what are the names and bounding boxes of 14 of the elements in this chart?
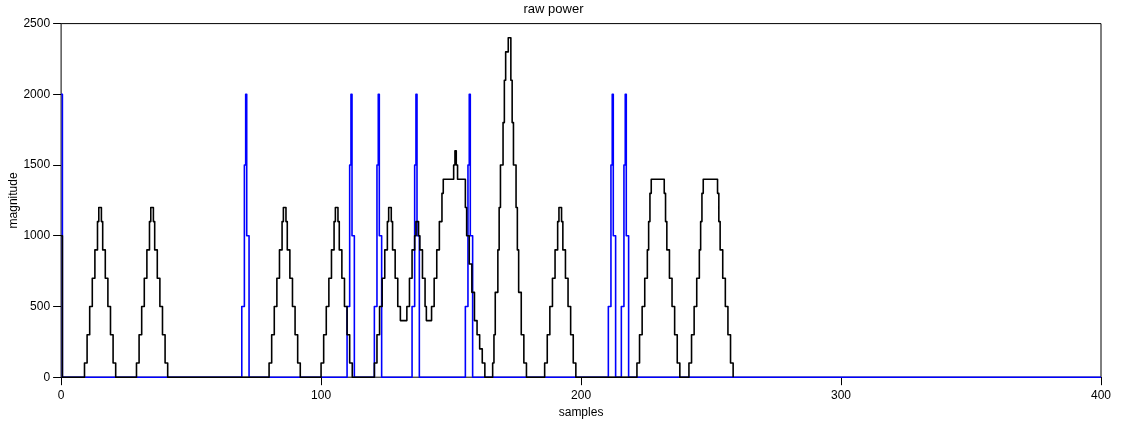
y-tick-label: 0 — [43, 369, 51, 384]
y-tick-label: 500 — [30, 298, 51, 313]
y-axis-title: magnitude — [5, 172, 20, 229]
x-axis-title: samples — [558, 405, 604, 420]
x-tick-label: 100 — [311, 387, 332, 402]
y-tick-label: 1000 — [23, 228, 51, 243]
x-tick-label: 400 — [1090, 387, 1112, 402]
x-tick-label: 0 — [57, 387, 65, 402]
y-tick-label: 2000 — [23, 86, 51, 101]
y-tick-label: 1500 — [23, 157, 51, 172]
y-tick-label: 2500 — [23, 15, 51, 30]
x-tick-label: 300 — [831, 387, 852, 402]
x-tick-label: 200 — [571, 387, 592, 402]
chart-title: raw power — [523, 1, 585, 17]
